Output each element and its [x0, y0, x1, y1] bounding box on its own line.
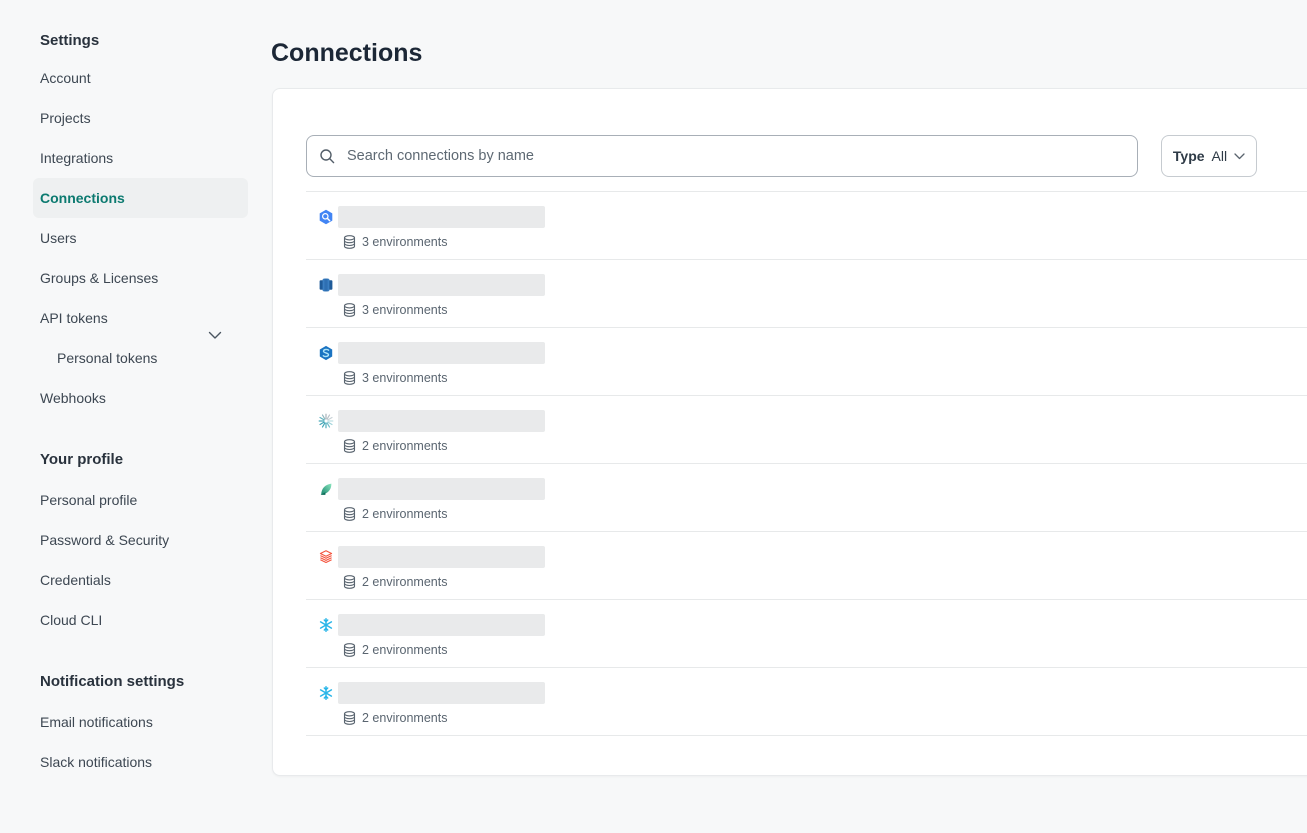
- connection-row[interactable]: 2 environments: [306, 396, 1307, 464]
- connection-name-redacted: [338, 410, 545, 432]
- connection-row[interactable]: 2 environments: [306, 668, 1307, 736]
- type-filter-label: Type: [1172, 148, 1205, 164]
- sidebar-item-projects[interactable]: Projects: [40, 110, 91, 126]
- database-icon: [343, 303, 356, 317]
- database-icon: [343, 235, 356, 249]
- environments-count: 3 environments: [343, 371, 447, 385]
- type-filter-value: All: [1211, 148, 1228, 164]
- environments-count: 2 environments: [343, 643, 447, 657]
- environments-count: 2 environments: [343, 575, 447, 589]
- sidebar-item-email-notifications[interactable]: Email notifications: [40, 714, 153, 730]
- chevron-down-icon: [1234, 152, 1245, 160]
- sidebar-item-account[interactable]: Account: [40, 70, 91, 86]
- snowflake-icon: [318, 685, 334, 701]
- search-icon: [319, 148, 336, 165]
- sidebar-item-api-tokens[interactable]: API tokens: [33, 298, 248, 339]
- connection-row[interactable]: 3 environments: [306, 328, 1307, 396]
- sidebar-heading-settings: Settings: [40, 32, 100, 49]
- database-icon: [343, 643, 356, 657]
- database-icon: [343, 711, 356, 725]
- connection-row[interactable]: 2 environments: [306, 464, 1307, 532]
- sidebar-item-personal-profile[interactable]: Personal profile: [40, 492, 138, 508]
- environments-count: 3 environments: [343, 303, 447, 317]
- sidebar-item-connections[interactable]: Connections: [33, 178, 248, 218]
- connection-name-redacted: [338, 682, 545, 704]
- environments-count: 3 environments: [343, 235, 447, 249]
- database-icon: [343, 575, 356, 589]
- bigquery-icon: [318, 209, 334, 225]
- connections-card: Type All 3 environments: [272, 88, 1307, 776]
- connections-list: 3 environments 3 environments: [306, 191, 1307, 736]
- connection-row[interactable]: 3 environments: [306, 192, 1307, 260]
- connection-name-redacted: [338, 614, 545, 636]
- page-title: Connections: [271, 38, 423, 67]
- fabric-icon: [318, 481, 334, 497]
- settings-sidebar: Settings Account Projects Integrations C…: [0, 0, 272, 782]
- sidebar-heading-your-profile: Your profile: [40, 451, 124, 468]
- database-icon: [343, 507, 356, 521]
- connection-row[interactable]: 2 environments: [306, 600, 1307, 668]
- type-filter-button[interactable]: Type All: [1161, 135, 1257, 177]
- sidebar-item-credentials[interactable]: Credentials: [40, 572, 111, 588]
- starburst-icon: [318, 413, 334, 429]
- environments-count: 2 environments: [343, 439, 447, 453]
- database-icon: [343, 371, 356, 385]
- databricks-icon: [318, 549, 334, 565]
- environments-count: 2 environments: [343, 711, 447, 725]
- snowflake-icon: [318, 617, 334, 633]
- environments-count: 2 environments: [343, 507, 447, 521]
- connection-name-redacted: [338, 274, 545, 296]
- connection-row[interactable]: 2 environments: [306, 532, 1307, 600]
- connection-name-redacted: [338, 478, 545, 500]
- sidebar-item-webhooks[interactable]: Webhooks: [40, 390, 106, 406]
- sidebar-item-groups-licenses[interactable]: Groups & Licenses: [40, 270, 159, 286]
- database-icon: [343, 439, 356, 453]
- sidebar-item-slack-notifications[interactable]: Slack notifications: [40, 754, 153, 770]
- connection-name-redacted: [338, 342, 545, 364]
- sidebar-item-integrations[interactable]: Integrations: [40, 150, 114, 166]
- search-input[interactable]: [345, 136, 1137, 176]
- sidebar-heading-notification-settings: Notification settings: [40, 673, 185, 690]
- connection-name-redacted: [338, 206, 545, 228]
- sidebar-item-personal-tokens[interactable]: Personal tokens: [57, 350, 158, 366]
- sidebar-item-cloud-cli[interactable]: Cloud CLI: [40, 612, 103, 628]
- connection-row[interactable]: 3 environments: [306, 260, 1307, 328]
- search-box: [306, 135, 1138, 177]
- synapse-icon: [318, 345, 334, 361]
- chevron-down-icon: [208, 315, 222, 355]
- sidebar-item-password-security[interactable]: Password & Security: [40, 532, 170, 548]
- connection-name-redacted: [338, 546, 545, 568]
- redshift-icon: [318, 277, 334, 293]
- sidebar-item-users[interactable]: Users: [40, 230, 77, 246]
